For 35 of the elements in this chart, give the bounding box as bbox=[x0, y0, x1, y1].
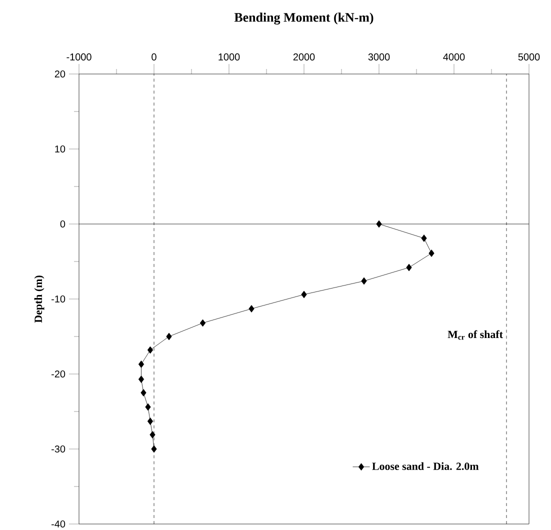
y-tick-label: -40 bbox=[52, 520, 66, 528]
x-tick-label: 5000 bbox=[518, 53, 540, 60]
y-tick-label: -10 bbox=[52, 295, 66, 303]
x-tick-label: 2000 bbox=[293, 53, 315, 60]
point bbox=[248, 305, 254, 312]
x-tick-label: 4000 bbox=[443, 53, 465, 60]
point bbox=[138, 376, 144, 383]
point bbox=[166, 332, 172, 340]
point bbox=[376, 220, 382, 228]
point bbox=[138, 360, 144, 368]
point bbox=[428, 250, 434, 257]
chart-title: Bending Moment (kN-m) bbox=[234, 12, 374, 24]
point bbox=[147, 418, 154, 425]
point bbox=[406, 264, 412, 272]
point bbox=[200, 319, 206, 327]
point bbox=[151, 445, 157, 453]
point bbox=[301, 290, 307, 298]
x-tick-label: 3000 bbox=[368, 53, 390, 60]
point bbox=[147, 346, 154, 354]
point bbox=[150, 431, 156, 438]
ref-line-label: M$_{cr}$ of shaft bbox=[448, 330, 503, 340]
y-tick-label: 0 bbox=[60, 220, 66, 228]
legend-label: Loose sand - Dia. 2.0m bbox=[372, 462, 479, 470]
point bbox=[361, 277, 367, 285]
y-tick-label: -20 bbox=[52, 370, 66, 378]
y-axis-title: Depth (m) bbox=[34, 276, 44, 323]
x-tick-label: 0 bbox=[152, 53, 156, 60]
y-tick-label: 20 bbox=[54, 70, 66, 78]
y-tick-label: -30 bbox=[52, 445, 66, 453]
x-tick-label: -1000 bbox=[66, 53, 92, 60]
point bbox=[140, 389, 146, 396]
x-tick-label: 1000 bbox=[218, 53, 240, 60]
point bbox=[421, 234, 427, 242]
point bbox=[145, 403, 151, 411]
y-tick-label: 10 bbox=[55, 145, 66, 153]
